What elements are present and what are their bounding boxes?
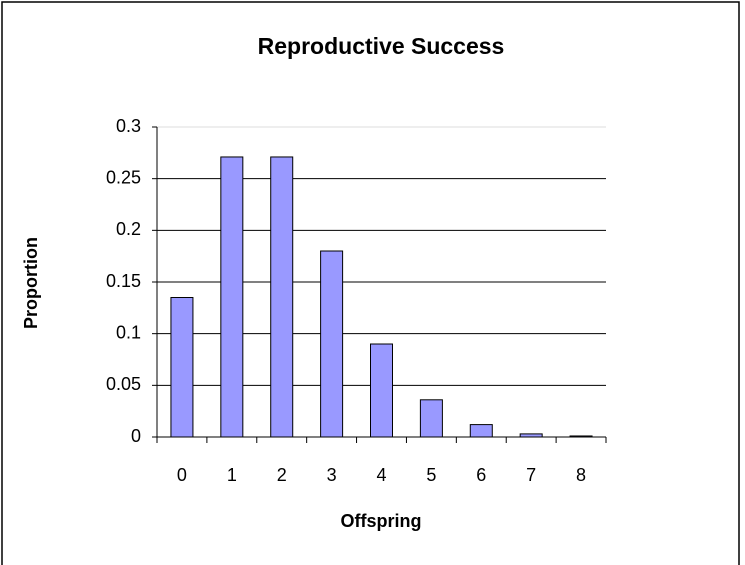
y-tick-label: 0.2 [116,219,141,239]
y-tick-label: 0 [131,426,141,446]
y-axis-label: Proportion [21,237,41,329]
x-tick-label: 8 [576,465,586,485]
x-tick-label: 0 [177,465,187,485]
y-tick-label: 0.1 [116,322,141,342]
bar [419,399,443,438]
bar [170,297,194,438]
y-tick-label: 0.05 [106,374,141,394]
bar [270,156,294,438]
y-tick-label: 0.25 [106,167,141,187]
chart-title: Reproductive Success [258,33,505,59]
bar [320,250,344,438]
y-tick-label: 0.15 [106,271,141,291]
x-tick-label: 4 [376,465,386,485]
x-tick-label: 1 [227,465,237,485]
x-tick-label: 2 [277,465,287,485]
x-tick-label: 6 [476,465,486,485]
bar [220,156,244,438]
bar [370,343,393,438]
x-tick-label: 5 [426,465,436,485]
bar [469,424,493,438]
y-tick-label: 0.3 [116,116,141,136]
x-axis-label: Offspring [341,511,422,531]
x-tick-label: 3 [327,465,337,485]
x-tick-label: 7 [526,465,536,485]
